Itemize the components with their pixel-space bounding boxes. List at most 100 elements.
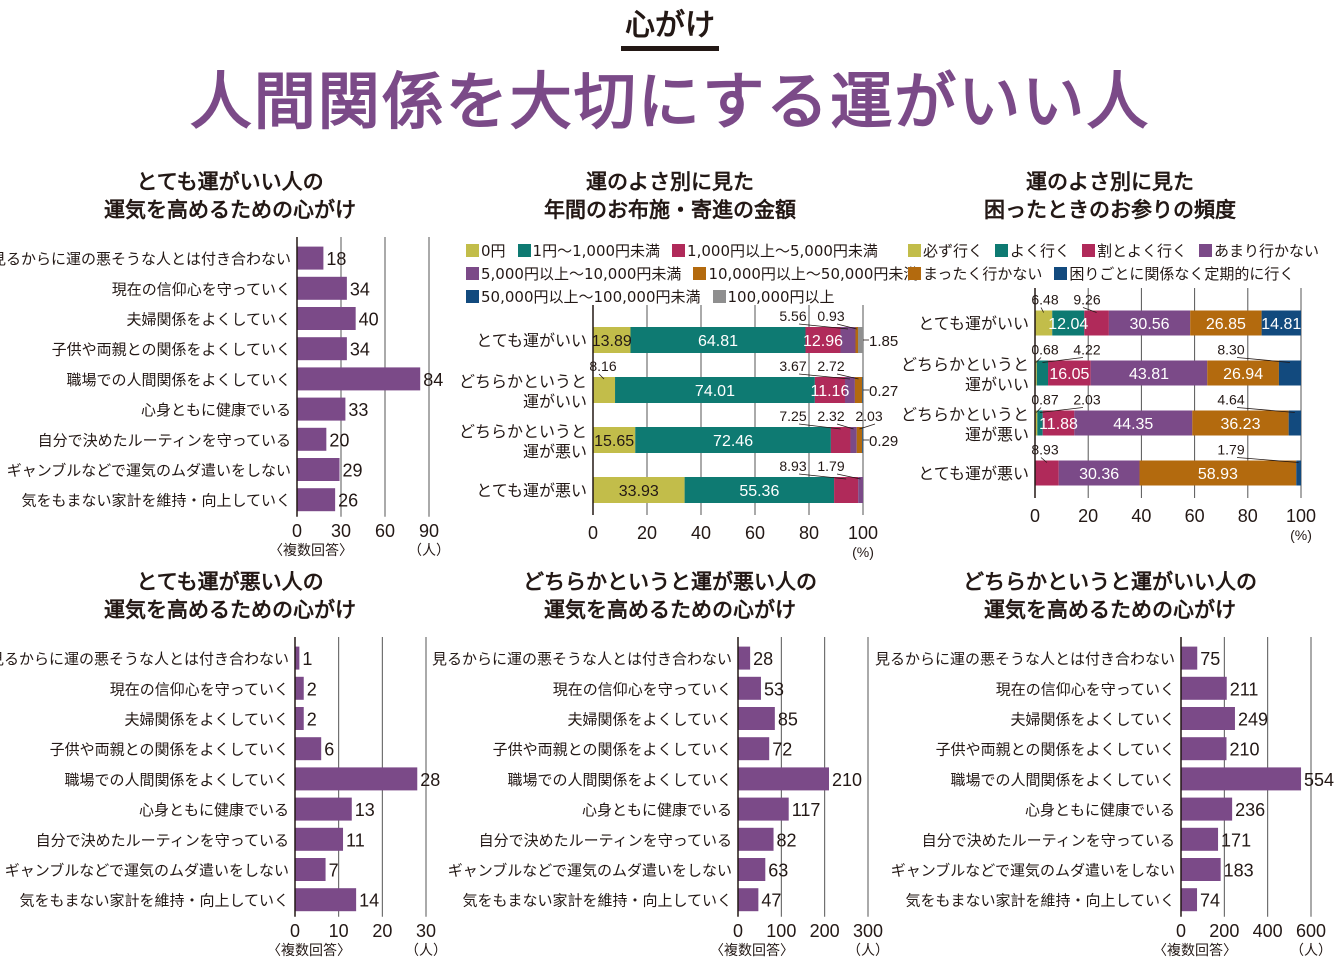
data-label: 0.93 (817, 308, 844, 324)
tick-label: 200 (1209, 921, 1239, 941)
legend-label: 必ず行く (923, 242, 984, 260)
chart-title-line: どちらかというと運がいい人の (963, 570, 1257, 594)
legend-label: 困りごとに関係なく定期的に行く (1069, 265, 1295, 283)
bar (295, 646, 300, 670)
data-label: 15.65 (594, 433, 634, 450)
leader-line (1236, 357, 1290, 363)
category-label: 運がいい (965, 376, 1029, 394)
legend-item: 1円〜1,000円未満 (517, 240, 660, 263)
data-label: 249 (1238, 710, 1268, 730)
legend-row: 50,000円以上〜100,000円未満 100,000円以上 (466, 286, 930, 309)
bar-segment (1052, 310, 1085, 336)
chart-title-visit: 運のよさ別に見た 困ったときのお参りの頻度 (900, 168, 1320, 224)
category-label: とても運がいい (476, 332, 587, 350)
tick-label: 20 (1078, 506, 1098, 526)
data-label: 84 (423, 370, 443, 390)
data-label: 20 (329, 430, 349, 450)
data-label: 53 (764, 679, 784, 699)
data-label: 2.72 (817, 358, 844, 374)
bar-segment (1035, 360, 1037, 386)
note-label: 〈複数回答〉 (269, 542, 353, 558)
bar-segment (1042, 410, 1075, 436)
chart-donation: とても運がいい 13.89 64.81 12.96 5.56 0.93 1.85 どちらかとい… (459, 305, 898, 560)
chart-title-very-unlucky: とても運が悪い人の 運気を高めるための心がけ (20, 568, 440, 624)
bar (738, 676, 761, 700)
tick-label: 30 (416, 921, 436, 941)
bar (295, 707, 304, 730)
category-label: 心身ともに健康でいる (1025, 802, 1175, 819)
data-label: 2 (307, 710, 317, 730)
data-label: 33 (348, 400, 368, 420)
legend-swatch (517, 244, 531, 257)
bar (295, 797, 352, 821)
data-label: 171 (1221, 830, 1251, 850)
legend-label: あまり行かない (1214, 242, 1320, 260)
tick-label: 60 (745, 523, 765, 543)
bar-segment (1035, 410, 1038, 436)
category-label: 夫婦関係をよくしていく (567, 712, 732, 729)
bar-segment (1288, 410, 1301, 436)
legend-label: 0円 (481, 242, 506, 260)
unit-label: （人） (405, 942, 447, 958)
data-label: 30.56 (1130, 316, 1170, 333)
category-label: 気をもまない家計を維持・向上していく (905, 893, 1175, 910)
bar (738, 646, 751, 670)
legend-swatch (995, 244, 1009, 257)
category-label: 夫婦関係をよくしていく (1010, 712, 1175, 729)
leader-line (1042, 357, 1084, 363)
bar (1181, 888, 1198, 912)
bar-segment (593, 427, 636, 453)
data-label: 210 (1230, 740, 1260, 760)
tick-label: 600 (1296, 921, 1326, 941)
bar-segment (1090, 360, 1208, 386)
data-label: 34 (350, 279, 370, 299)
legend-item: 10,000円以上〜50,000円未満 (693, 263, 918, 286)
chart-very-unlucky: 見るからに運の悪そうな人とは付き合わない 1 現在の信仰心を守っていく 2 夫婦関係をよ… (0, 637, 447, 958)
bar-segment (834, 477, 859, 503)
bar (297, 488, 336, 512)
bar-segment (844, 377, 855, 403)
bar-segment (1261, 310, 1301, 336)
tick-label: 20 (372, 921, 392, 941)
tick-label: 400 (1253, 921, 1283, 941)
legend-item: 0円 (466, 240, 506, 263)
data-label: 11 (346, 830, 365, 850)
page-title: 人間関係を大切にする運がいい人 (189, 65, 1151, 138)
bar (297, 458, 340, 481)
note-label: 〈複数回答〉 (710, 942, 794, 958)
legend-item: よく行く (995, 240, 1070, 263)
bar (295, 858, 326, 881)
legend-item: まったく行かない (908, 263, 1042, 286)
tick-label: 0 (588, 523, 598, 543)
bar (1181, 858, 1221, 881)
category-label: 職場での人間関係をよくしていく (950, 772, 1175, 789)
leader-line (859, 423, 876, 430)
leader-line (836, 323, 857, 330)
data-label: 183 (1224, 861, 1254, 881)
data-label: 11.88 (1039, 416, 1078, 433)
legend-label: 割とよく行く (1097, 242, 1188, 260)
tick-label: 200 (810, 921, 840, 941)
category-label: 心身ともに健康でいる (141, 402, 291, 419)
bar-segment (854, 377, 863, 403)
data-label: 26 (338, 491, 358, 511)
data-label: 58.93 (1198, 466, 1238, 483)
data-label: 40 (359, 310, 379, 330)
bar (295, 737, 322, 761)
legend-swatch (1082, 244, 1096, 257)
bar (295, 676, 304, 700)
data-label: 210 (832, 770, 862, 790)
category-label: 見るからに運の悪そうな人とは付き合わない (0, 651, 289, 668)
bar-segment (814, 377, 845, 403)
bar (1181, 646, 1198, 670)
section-kicker: 心がけ (0, 8, 1340, 51)
chart-title-donation: 運のよさ別に見た 年間のお布施・寄進の金額 (460, 168, 880, 224)
category-label: 現在の信仰心を守っていく (553, 681, 732, 698)
bar-segment (1207, 360, 1279, 386)
leader-line (836, 423, 854, 430)
leader-line (1082, 307, 1097, 313)
category-label: 気をもまない家計を維持・向上していく (19, 893, 289, 910)
legend-item: 必ず行く (908, 240, 983, 263)
legend-swatch (908, 267, 921, 280)
bar (295, 827, 344, 851)
